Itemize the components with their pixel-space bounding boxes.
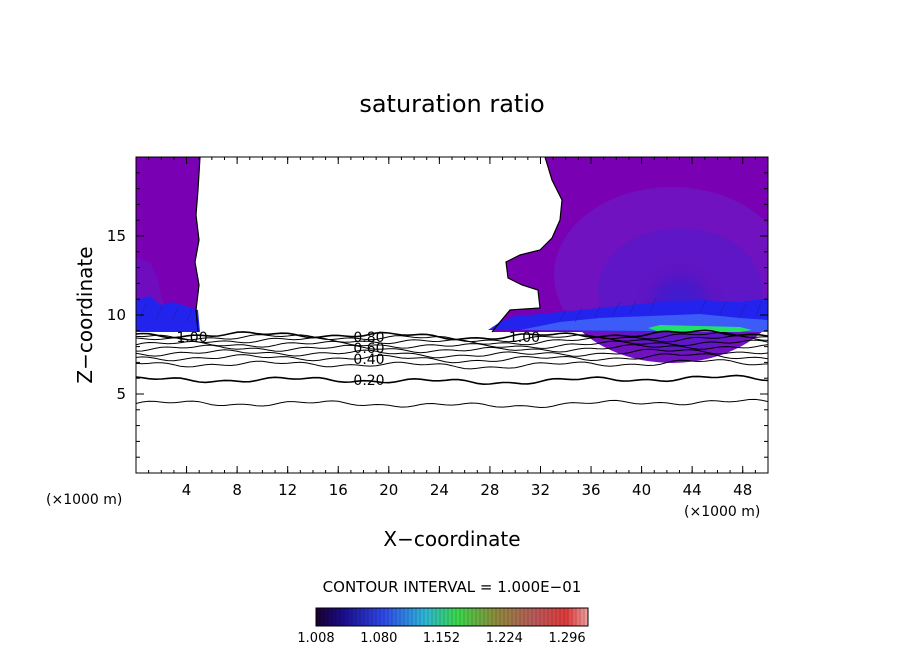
y-tick-label-0: 5 [116,385,126,403]
x-tick-label-4: 20 [379,481,398,499]
y-axis-label: Z−coordinate [73,246,97,383]
x-tick-label-5: 24 [430,481,449,499]
contour-line-0.6 [136,344,768,354]
x-tick-label-11: 48 [733,481,752,499]
x-tick-label-7: 32 [531,481,550,499]
contour-line-0.5 [136,348,768,359]
left-blue-band [136,296,200,332]
y-tick-label-1: 10 [107,306,126,324]
x-axis-ticks: 4 8 12 16 20 24 28 32 36 40 44 48 [148,157,756,499]
contour-line-0.4 [136,353,768,364]
contour-label-0: 1.00 [176,330,207,346]
colorbar-tick-label-4: 1.296 [548,631,585,646]
colorbar-tick-labels: 1.008 1.080 1.152 1.224 1.296 [297,631,585,646]
contour-lines [136,157,768,409]
colorbar: 1.008 1.080 1.152 1.224 1.296 [297,607,589,646]
contour-label-2: 0.60 [353,341,384,357]
right-cloud-edge-contour [491,157,563,333]
y-axis-unit-label: (×1000 m) [46,492,122,508]
x-axis-unit-label: (×1000 m) [684,504,760,520]
x-tick-label-9: 40 [632,481,651,499]
left-cloud-edge-contour [194,157,201,333]
colorbar-tick-label-1: 1.080 [360,631,397,646]
x-tick-label-3: 16 [329,481,348,499]
x-tick-label-8: 36 [581,481,600,499]
x-tick-label-10: 44 [683,481,702,499]
contour-label-3: 0.40 [353,352,384,368]
chart-title: saturation ratio [359,90,544,118]
y-axis-ticks: 5 10 15 [107,172,768,458]
colorbar-tick-label-0: 1.008 [297,631,334,646]
texture-streaks [139,297,763,323]
x-tick-label-2: 12 [278,481,297,499]
contour-labels: 1.00 0.800.600.40 0.20 1.00 [176,330,540,389]
x-tick-label-0: 4 [182,481,192,499]
contour-line-0.3 [136,359,768,370]
contour-label-5: 1.00 [509,330,540,346]
contour-interval-text: CONTOUR INTERVAL = 1.000E−01 [323,578,582,596]
contour-label-1: 0.80 [353,330,384,346]
contour-label-4: 0.20 [353,373,384,389]
colorbar-tick-label-2: 1.152 [423,631,460,646]
x-axis-label: X−coordinate [383,527,520,551]
x-tick-label-1: 8 [232,481,242,499]
contour-line-0.7 [136,339,768,349]
contour-line-0.1 [136,398,768,409]
contour-line-1.0 [136,329,768,341]
x-tick-label-6: 28 [480,481,499,499]
contour-fill-field [136,157,768,363]
contour-line-0.2 [136,374,768,386]
colorbar-stripes [319,608,585,626]
y-tick-label-2: 15 [107,227,126,245]
green-peak-streak [648,325,752,332]
colorbar-tick-label-3: 1.224 [486,631,523,646]
contour-line-0.9 [136,331,768,343]
